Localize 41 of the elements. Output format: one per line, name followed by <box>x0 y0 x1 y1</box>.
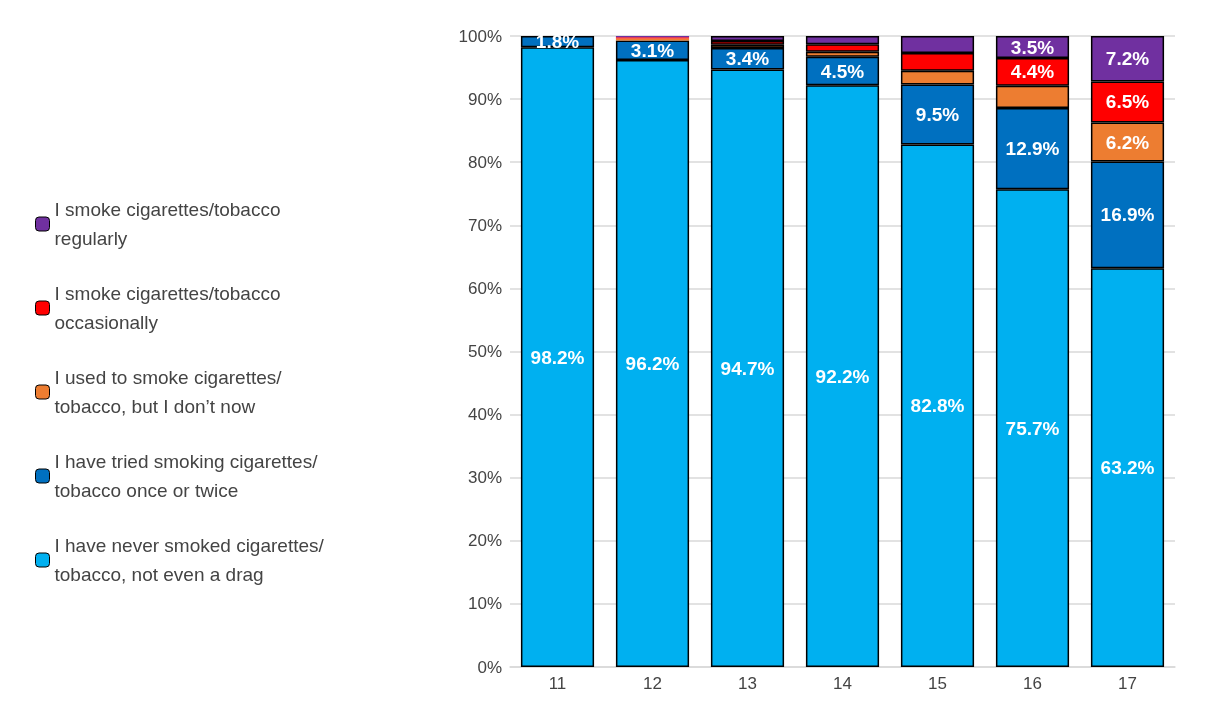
data-label: 75.7% <box>1005 417 1060 439</box>
data-label: 16.9% <box>1100 204 1155 226</box>
data-label: 6.2% <box>1105 131 1150 153</box>
data-label: 3.4% <box>725 48 770 70</box>
y-tick-label: 10% <box>467 594 502 614</box>
y-tick-label: 100% <box>458 26 502 46</box>
x-tick-label: 15 <box>928 674 947 693</box>
data-label: 94.7% <box>720 357 775 379</box>
data-label: 3.5% <box>1010 36 1055 58</box>
x-tick-label: 13 <box>738 674 757 693</box>
data-label: 3.1% <box>630 39 675 61</box>
y-tick-label: 30% <box>467 468 502 488</box>
data-label: 9.5% <box>915 104 960 126</box>
y-tick-label: 20% <box>467 531 502 551</box>
data-label: 6.5% <box>1105 91 1150 113</box>
y-tick-label: 90% <box>467 89 502 109</box>
y-tick-label: 40% <box>467 405 502 425</box>
x-tick-label: 11 <box>548 674 567 693</box>
x-tick-label: 17 <box>1118 674 1137 693</box>
y-tick-label: 50% <box>467 342 502 361</box>
x-tick-label: 12 <box>643 674 662 693</box>
legend-label: I smoke cigarettes/tobacco regularly <box>54 199 286 249</box>
legend-label: I smoke cigarettes/tobacco occasionally <box>54 283 286 333</box>
data-label: 63.2% <box>1100 457 1155 479</box>
y-tick-label: 70% <box>467 215 502 235</box>
data-label: 82.8% <box>910 395 965 417</box>
y-tick-label: 80% <box>467 152 502 172</box>
data-label: 98.2% <box>530 346 585 368</box>
data-label: 92.2% <box>815 365 870 387</box>
x-tick-label: 16 <box>1023 674 1042 693</box>
legend-label: I used to smoke cigarettes/tobacco, but I don’t now <box>54 367 283 417</box>
data-label: 4.4% <box>1010 61 1055 83</box>
data-label: 4.5% <box>820 60 865 82</box>
legend-label: I have tried smoking cigarettes/tobacco once or twice <box>54 451 319 501</box>
data-label: 7.2% <box>1105 48 1150 70</box>
y-tick-label: 0% <box>477 657 502 677</box>
x-tick-label: 14 <box>833 674 852 693</box>
data-label: 12.9% <box>1005 138 1060 160</box>
data-label: 96.2% <box>625 352 680 374</box>
y-tick-label: 60% <box>467 278 502 298</box>
legend-label: I have never smoked cigarettes/tobacco, not even a drag <box>54 535 325 585</box>
